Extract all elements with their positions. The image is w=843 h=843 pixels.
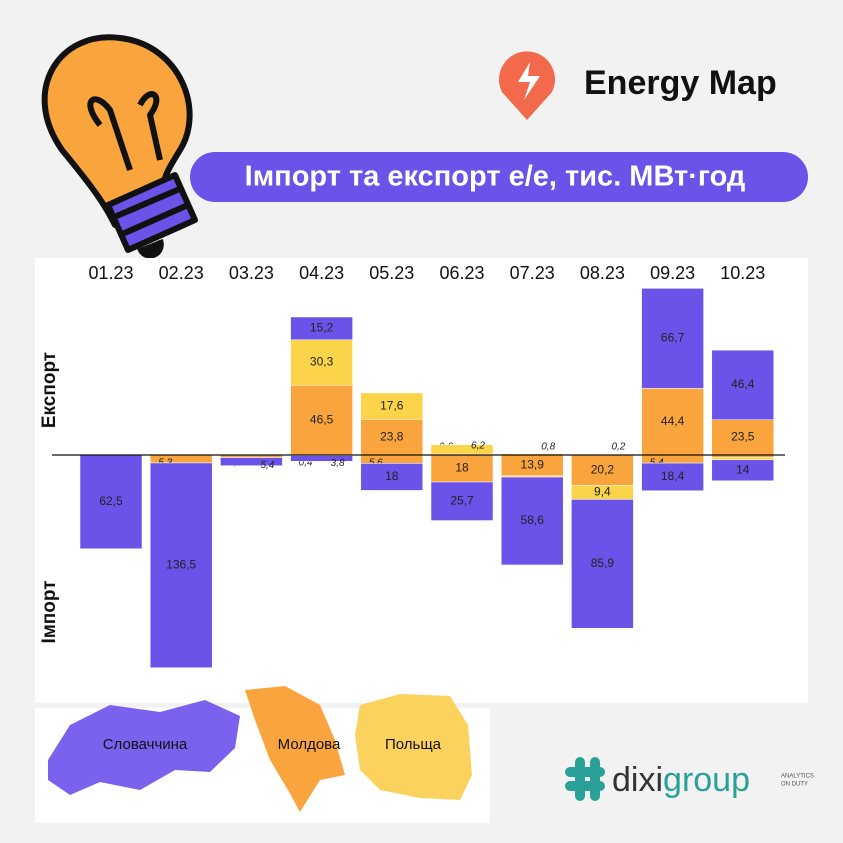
bar-segment (430, 444, 494, 455)
x-tick-label: 03.23 (229, 263, 274, 283)
legend-label: Словаччина (103, 736, 188, 753)
x-tick-label: 08.23 (580, 263, 625, 283)
bar-segment (571, 454, 634, 486)
value-label: 44,4 (661, 414, 685, 428)
value-label: 0,8 (541, 442, 555, 453)
value-label: 5,4 (260, 460, 274, 471)
bar-segment (430, 481, 494, 521)
value-label: 46,5 (310, 412, 334, 426)
legend-shape-moldova (245, 686, 345, 812)
x-tick-label: 01.23 (88, 263, 133, 283)
bar-segment (641, 288, 704, 389)
import-label: Імпорт (39, 580, 60, 643)
bar-segment (571, 499, 634, 629)
title-banner (190, 152, 808, 202)
x-tick-label: 07.23 (510, 263, 555, 283)
x-tick-label: 04.23 (299, 263, 344, 283)
legend-shape-poland (355, 694, 472, 800)
bar-segment (360, 463, 424, 491)
value-label: 18,4 (661, 469, 685, 483)
bar-segment (360, 419, 424, 456)
bar-segment (149, 462, 213, 668)
bar-segment (290, 385, 353, 456)
tagline: ON DUTY (781, 782, 808, 788)
bar-segment (290, 339, 353, 386)
value-label: 25,7 (450, 493, 474, 507)
value-label: 15,2 (310, 321, 334, 335)
logo-text: dixigroup (612, 761, 750, 799)
x-tick-label: 05.23 (369, 263, 414, 283)
bulb-icon (41, 34, 198, 259)
value-label: 62,5 (99, 494, 123, 508)
value-label: 9,4 (594, 485, 611, 499)
chart-title: Імпорт та експорт е/е, тис. МВт·год (245, 161, 746, 193)
tagline: ANALYTICS (781, 774, 814, 780)
value-label: 20,2 (591, 462, 615, 476)
value-label: 66,7 (661, 331, 685, 345)
x-tick-label: 02.23 (159, 263, 204, 283)
value-label: 46,4 (731, 377, 755, 391)
bar-segment (430, 454, 494, 483)
logo-b: group (663, 761, 750, 799)
value-label: 85,9 (591, 556, 615, 570)
x-tick-label: 09.23 (650, 263, 695, 283)
x-tick-label: 10.23 (720, 263, 765, 283)
value-label: 3,8 (331, 458, 345, 469)
bar-segment (290, 316, 353, 341)
value-label: 17,6 (380, 398, 404, 412)
value-label: 23,5 (731, 430, 755, 444)
legend-label: Молдова (278, 736, 341, 753)
brand: Energy Map (584, 64, 777, 102)
value-label: 0,2 (611, 442, 625, 453)
legend-shape-slovakia (48, 700, 240, 795)
value-label: 6,2 (471, 441, 485, 452)
value-label: 14 (736, 462, 750, 476)
legend-label: Польща (385, 736, 442, 753)
bar-segment (360, 392, 424, 420)
value-label: 58,6 (521, 513, 545, 527)
value-label: 18 (385, 469, 399, 483)
bar-segment (711, 349, 775, 420)
value-label: 136,5 (166, 557, 196, 571)
value-label: 23,8 (380, 429, 404, 443)
bar-segment (711, 459, 775, 482)
value-label: 13,9 (521, 458, 545, 472)
value-label: 5,6 (369, 458, 383, 469)
value-label: 30,3 (310, 355, 334, 369)
bar-segment (500, 476, 564, 566)
logo-a: dixi (612, 761, 663, 799)
bar-segment (711, 419, 775, 456)
pin-icon (499, 51, 555, 120)
value-label: 0,4 (299, 458, 313, 469)
export-label: Експорт (39, 352, 60, 428)
dixigroup-icon (565, 757, 605, 801)
bar-segment (641, 462, 704, 491)
x-tick-label: 06.23 (439, 263, 484, 283)
value-label: 18 (455, 461, 469, 475)
bar-segment (220, 457, 283, 466)
